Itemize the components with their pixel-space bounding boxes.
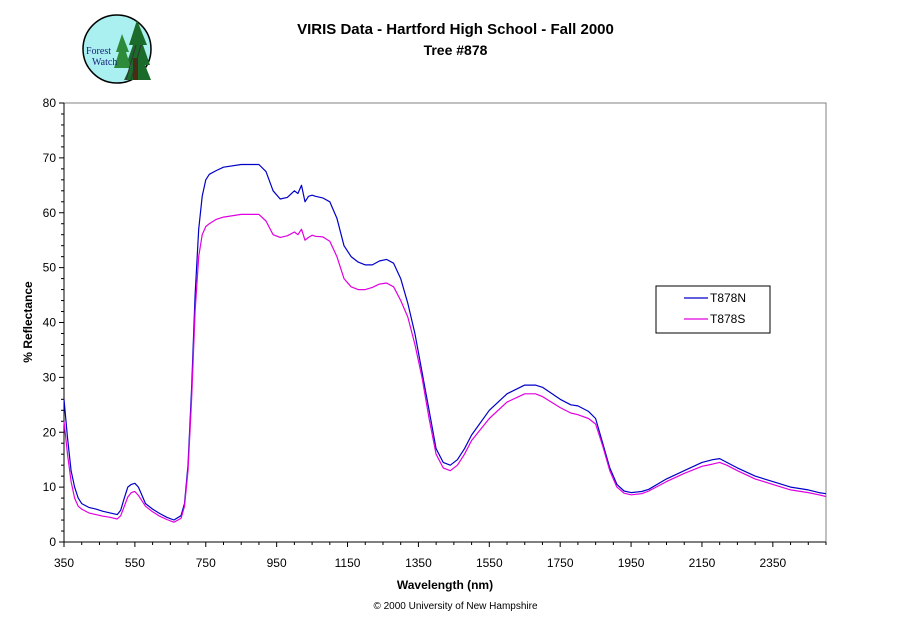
y-tick-label: 20 (43, 425, 57, 439)
legend-box (655, 285, 771, 334)
series-group (63, 163, 827, 523)
y-tick-label: 10 (43, 480, 57, 494)
series-line-t878n (63, 163, 827, 521)
chart-subtitle: Tree #878 (423, 42, 488, 58)
x-tick-label: 2150 (689, 556, 716, 570)
x-tick-label: 2350 (759, 556, 786, 570)
x-tick-label: 1350 (405, 556, 432, 570)
legend-label-t878n: T878N (710, 291, 746, 305)
x-tick-label: 1150 (335, 556, 361, 570)
x-tick-label: 750 (196, 556, 216, 570)
series-line-t878s (63, 213, 827, 523)
y-tick-label: 60 (43, 206, 57, 220)
y-tick-label: 30 (43, 370, 57, 384)
legend-label-t878s: T878S (710, 312, 745, 326)
forest-watch-logo: Forest Watch (82, 14, 152, 84)
x-tick-label: 350 (54, 556, 74, 570)
x-tick-label: 1950 (618, 556, 645, 570)
x-tick-label: 1750 (547, 556, 574, 570)
x-axis-title: Wavelength (nm) (397, 578, 493, 592)
y-tick-label: 80 (43, 96, 57, 110)
y-tick-label: 40 (43, 316, 57, 330)
y-tick-label: 0 (49, 535, 56, 549)
copyright-text: © 2000 University of New Hampshire (373, 601, 538, 612)
chart-title: VIRIS Data - Hartford High School - Fall… (297, 21, 614, 38)
x-tick-label: 1550 (476, 556, 503, 570)
y-axis-title: % Reflectance (21, 281, 35, 363)
axes: 0 10 20 30 40 50 60 70 80 350 550 750 950 1150 1350 155… (43, 96, 827, 570)
legend: T878N T878S (655, 285, 771, 334)
y-tick-label: 50 (43, 261, 57, 275)
x-tick-label: 550 (125, 556, 145, 570)
logo-text-line1: Forest (86, 46, 111, 57)
logo-text-line2: Watch (92, 57, 117, 68)
x-tick-label: 950 (267, 556, 287, 570)
y-tick-label: 70 (43, 151, 57, 165)
